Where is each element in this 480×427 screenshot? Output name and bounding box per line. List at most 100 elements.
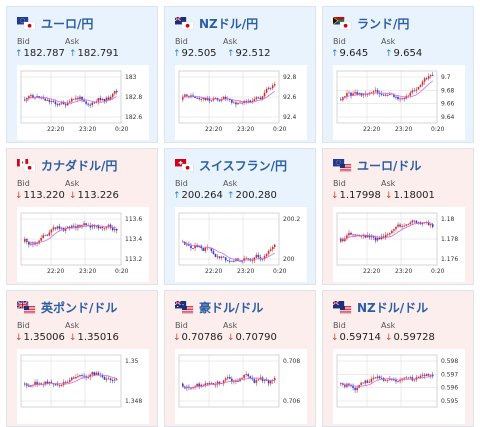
- candle-body: [206, 383, 209, 385]
- bid-price: 0.70786: [181, 332, 223, 343]
- candlestick-chart[interactable]: 113.6 113.4 113.2 22:20 23:20 0:20: [17, 207, 149, 282]
- candle-body: [97, 98, 100, 102]
- candle-body: [75, 98, 77, 100]
- ask-value: ↓0.70790: [227, 332, 277, 343]
- candle-body: [399, 98, 401, 100]
- candlestick-chart[interactable]: 200.2 200 22:20 23:20 0:20: [175, 207, 307, 282]
- candle-body: [429, 374, 432, 376]
- candle-body: [99, 227, 102, 229]
- arrow-up-icon: ↑: [69, 49, 77, 59]
- candle-body: [344, 384, 346, 387]
- candle-body: [32, 95, 34, 98]
- candlestick-chart[interactable]: 183 182.8 182.6 22:20 23:20 0:20: [17, 65, 149, 140]
- candle-body: [81, 375, 83, 376]
- rate-card[interactable]: スイスフラン/円 Bid Ask ↑200.264 ↑200.280 200.2…: [164, 148, 316, 285]
- candle-body: [405, 96, 407, 99]
- candle-body: [50, 229, 53, 233]
- candle-body: [409, 377, 412, 379]
- candlestick-chart[interactable]: 0.598 0.597 0.596 0.595: [333, 349, 465, 424]
- rate-card[interactable]: 英ポンド/ドル Bid Ask ↓1.35006 ↓1.35016 1.35 1.…: [6, 290, 158, 427]
- candle-body: [196, 245, 198, 248]
- bid-price: 1.17998: [339, 190, 381, 201]
- candle-body: [60, 101, 63, 104]
- candle-body: [372, 377, 375, 379]
- arrow-down-icon: ↓: [331, 191, 339, 201]
- rate-card[interactable]: 豪ドル/ドル Bid Ask ↓0.70786 ↓0.70790 0.708 0.…: [164, 290, 316, 427]
- candle-body: [95, 372, 98, 376]
- candle-body: [107, 224, 110, 227]
- bid-value: ↑182.787: [15, 48, 65, 59]
- candlestick-chart[interactable]: 1.35 1.348: [17, 349, 149, 424]
- candle-body: [263, 380, 266, 381]
- bid-value: ↑92.505: [173, 48, 217, 59]
- y-tick-label: 113.2: [125, 256, 142, 263]
- candle-body: [206, 98, 209, 100]
- x-tick-label: 23:20: [237, 126, 254, 133]
- candle-body: [40, 383, 42, 385]
- rate-card[interactable]: ランド/円 Bid Ask ↑9.645 ↑9.654 9.7 9.68 9.66 9…: [322, 6, 474, 143]
- candle-body: [198, 98, 200, 100]
- candle-body: [103, 228, 106, 229]
- candle-body: [261, 96, 264, 100]
- chart-svg: 92.8 92.6 92.4 22:20 23:20 0:20: [175, 65, 307, 140]
- y-tick-label: 113.6: [125, 216, 142, 223]
- currency-pair-link[interactable]: NZドル/円: [199, 16, 259, 31]
- candlestick-chart[interactable]: 0.708 0.706: [175, 349, 307, 424]
- candle-body: [28, 96, 30, 99]
- candle-body: [190, 387, 192, 389]
- candle-body: [261, 258, 264, 260]
- candle-body: [384, 380, 387, 382]
- card-header: ユーロ/ドル: [333, 155, 469, 175]
- rate-card[interactable]: ユーロ/ドル Bid Ask ↓1.17998 ↓1.18001 1.18 1.1…: [322, 148, 474, 285]
- candle-body: [42, 97, 44, 99]
- candlestick-chart[interactable]: 92.8 92.6 92.4 22:20 23:20 0:20: [175, 65, 307, 140]
- arrow-down-icon: ↓: [15, 191, 23, 201]
- bid-price: 182.787: [23, 48, 65, 59]
- chart-svg: 0.708 0.706: [175, 349, 307, 424]
- candle-body: [107, 378, 110, 380]
- currency-pair-link[interactable]: 豪ドル/ドル: [199, 300, 264, 315]
- candle-body: [255, 254, 258, 258]
- candle-body: [366, 235, 369, 238]
- nz-jp-flag-icon: [175, 17, 194, 30]
- ask-label: Ask: [65, 37, 80, 46]
- candle-body: [36, 381, 38, 385]
- candlestick-chart[interactable]: 9.7 9.68 9.66 9.64 22:20 23:20 0:20: [333, 65, 465, 140]
- currency-pair-link[interactable]: カナダドル/円: [41, 158, 118, 173]
- candle-body: [48, 232, 51, 236]
- plot-frame: [178, 70, 280, 124]
- candle-body: [109, 378, 112, 380]
- candle-body: [245, 374, 247, 376]
- rate-card[interactable]: NZドル/円 Bid Ask ↑92.505 ↑92.512 92.8 92.6 9…: [164, 6, 316, 143]
- currency-pair-link[interactable]: ユーロ/円: [41, 16, 94, 31]
- rate-card[interactable]: カナダドル/円 Bid Ask ↓113.220 ↓113.226 113.6 1…: [6, 148, 158, 285]
- candle-body: [79, 375, 81, 377]
- y-tick-label: 9.7: [441, 74, 451, 81]
- candle-body: [222, 380, 225, 384]
- candle-body: [58, 226, 61, 229]
- candle-body: [395, 379, 397, 382]
- y-tick-label: 200.2: [283, 216, 300, 223]
- ask-value: ↓113.226: [69, 190, 119, 201]
- currency-pair-link[interactable]: スイスフラン/円: [199, 158, 288, 173]
- currency-pair-link[interactable]: NZドル/ドル: [357, 300, 429, 315]
- candle-body: [58, 103, 61, 105]
- arrow-down-icon: ↓: [69, 333, 77, 343]
- candle-body: [376, 237, 379, 241]
- candle-body: [427, 222, 430, 226]
- chart-svg: 200.2 200 22:20 23:20 0:20: [175, 207, 307, 282]
- currency-pair-link[interactable]: 英ポンド/ドル: [41, 300, 118, 315]
- candle-body: [247, 374, 249, 377]
- y-tick-label: 0.595: [441, 398, 458, 405]
- card-header: ランド/円: [333, 13, 469, 33]
- y-tick-label: 0.596: [441, 385, 458, 392]
- candle-body: [397, 381, 399, 383]
- currency-pair-link[interactable]: ランド/円: [357, 16, 410, 31]
- candle-body: [257, 254, 260, 258]
- candle-body: [421, 375, 424, 377]
- rate-card[interactable]: ユーロ/円 Bid Ask ↑182.787 ↑182.791 183 182.8…: [6, 6, 158, 143]
- rate-card[interactable]: NZドル/ドル Bid Ask ↓0.59714 ↓0.59728 0.598 0…: [322, 290, 474, 427]
- candle-body: [212, 251, 215, 254]
- currency-pair-link[interactable]: ユーロ/ドル: [357, 158, 422, 173]
- candlestick-chart[interactable]: 1.18 1.178 1.176 22:20 23:20 0:20: [333, 207, 465, 282]
